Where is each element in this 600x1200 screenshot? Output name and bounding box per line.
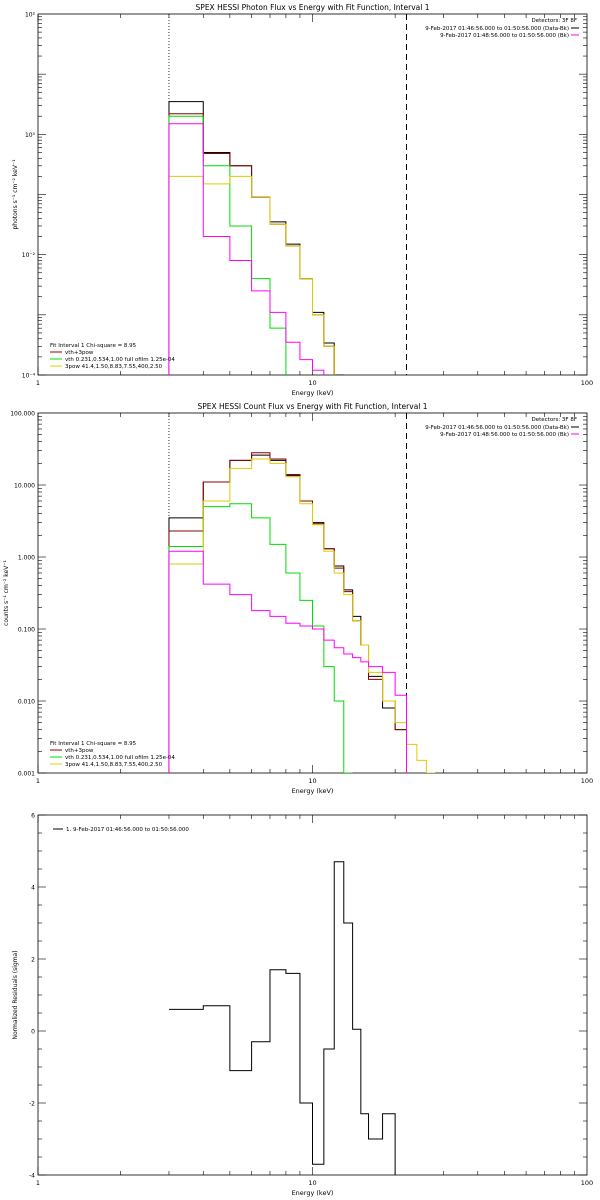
x-tick-label: 100 [581,1179,593,1187]
interval-legend-label: 9-Feb-2017 01:48:56.000 to 01:50:56.000 … [440,33,569,39]
y-tick-label: 1.000 [18,555,35,562]
x-axis-label: Energy (keV) [292,389,334,397]
residuals-panel: 1 10 100 Energy (keV) -4 -2 0 2 4 6 Normalized Res… [12,813,593,1198]
fit-info-label: Fit Interval 1 Chi-square = 8.95 [50,741,137,747]
series-line-0 [168,454,407,773]
series-line-4 [168,550,407,773]
interval-legend-label: 9-Feb-2017 01:48:56.000 to 01:50:56.000 … [440,432,569,438]
y-axis-label: counts s⁻¹ cm⁻² keV⁻¹ [3,560,10,626]
y-tick-label: 10⁰ [25,132,36,139]
y-axis-label: photons s⁻¹ cm⁻² keV⁻¹ [12,159,19,230]
detectors-label: Detectors: 3F 8F [531,18,577,24]
y-tick-label: 10.000 [14,483,35,490]
y-tick-label: 0.010 [18,699,35,706]
x-tick-label: 1 [36,379,40,387]
y-tick-label: -2 [29,1101,35,1108]
count-flux-panel: SPEX HESSI Count Flux vs Energy with Fit… [3,402,593,795]
interval-legend-label: 9-Feb-2017 01:46:56.000 to 01:50:56.000 … [425,26,569,32]
fit-legend-label: vth 0.231,0.534,1.00 full ofilm 1.25e-04 [65,755,175,761]
fit-legend-label: 3pow 41.4,1.50,8.83,7.55,400,2.50 [65,364,163,370]
plot-frame [37,13,588,376]
y-tick-label: 10² [25,12,36,19]
chart-title: SPEX HESSI Count Flux vs Energy with Fit… [197,402,427,411]
interval-legend-label: 9-Feb-2017 01:46:56.000 to 01:50:56.000 … [425,425,569,431]
x-tick-label: 100 [581,777,593,785]
series-line-3 [168,458,436,773]
series-line-2 [168,503,353,773]
y-tick-label: 10⁻² [22,252,36,259]
photon-flux-panel: SPEX HESSI Photon Flux vs Energy with Fi… [12,3,593,397]
y-tick-label: 0 [31,1029,35,1036]
y-tick-label: -4 [29,1173,35,1180]
y-tick-label: 100.000 [10,411,35,418]
x-tick-label: 100 [581,379,593,387]
fit-legend-label: vth+3pow [65,748,94,754]
x-tick-label: 10 [308,1179,316,1187]
y-tick-label: 10⁻⁴ [22,373,36,380]
plot-frame [37,412,588,774]
y-tick-label: 2 [31,957,35,964]
fit-legend-label: vth+3pow [65,350,94,356]
y-axis-label: Normalized Residuals (sigma) [12,950,19,1039]
fit-legend-label: vth 0.231,0.534,1.00 full ofilm 1.25e-04 [65,357,175,363]
series-line-2 [168,115,407,375]
x-axis-label: Energy (keV) [292,787,334,795]
series-line-1 [168,113,407,375]
series-line-4 [168,123,396,375]
y-tick-label: 0.100 [18,627,35,634]
x-axis-label: Energy (keV) [292,1189,334,1197]
fit-info-label: Fit Interval 1 Chi-square = 8.95 [50,343,137,349]
fit-legend-label: 3pow 41.4,1.50,8.83,7.55,400,2.50 [65,762,163,768]
x-tick-label: 10 [308,379,316,387]
x-tick-label: 1 [36,1179,40,1187]
series-line-0 [168,861,396,1175]
series-line-3 [168,175,335,375]
residual-legend-label: 1. 9-Feb-2017 01:46:56.000 to 01:50:56.0… [66,827,189,833]
chart-title: SPEX HESSI Photon Flux vs Energy with Fi… [196,3,430,12]
y-tick-label: 6 [31,813,35,820]
y-tick-label: 0.001 [18,771,35,778]
detectors-label: Detectors: 3F 8F [531,417,577,423]
series-line-0 [168,101,407,375]
y-tick-label: 4 [31,885,35,892]
x-tick-label: 1 [36,777,40,785]
x-tick-label: 10 [308,777,316,785]
